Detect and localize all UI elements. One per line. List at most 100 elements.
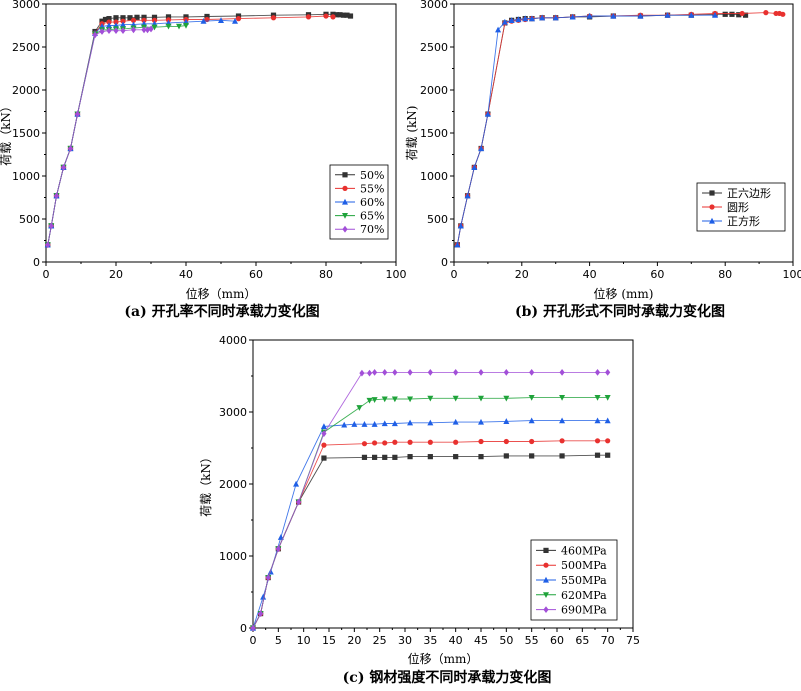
- x-tick-label: 30: [398, 634, 412, 647]
- x-axis-label: 位移（mm）: [408, 651, 479, 666]
- legend: 50%55%60%65%70%: [329, 164, 389, 240]
- figure-caption: (c) 钢材强度不同时承载力变化图: [343, 669, 552, 686]
- data-point: [427, 419, 434, 426]
- legend-label: 正方形: [727, 214, 760, 228]
- data-point: [321, 430, 327, 437]
- x-tick-label: 20: [109, 268, 123, 281]
- data-point: [372, 454, 378, 460]
- data-point: [407, 369, 413, 376]
- legend-marker: [342, 185, 348, 191]
- data-point: [427, 369, 433, 376]
- legend-label: 690MPa: [561, 604, 607, 617]
- data-point: [341, 421, 348, 428]
- x-tick-label: 25: [373, 634, 387, 647]
- legend-label: 500MPa: [561, 559, 607, 572]
- data-point: [48, 222, 54, 230]
- data-point: [351, 421, 358, 427]
- data-point: [712, 11, 719, 18]
- data-point: [381, 396, 388, 403]
- data-point: [151, 24, 158, 31]
- data-point: [120, 21, 126, 28]
- x-tick-label: 40: [179, 268, 193, 281]
- data-point: [106, 19, 112, 25]
- data-point: [457, 222, 464, 229]
- x-tick-label: 60: [550, 634, 564, 647]
- data-point: [453, 439, 459, 445]
- data-point: [74, 110, 81, 118]
- legend-label: 正六边形: [727, 187, 771, 200]
- data-point: [559, 453, 565, 459]
- data-point: [391, 396, 398, 403]
- data-point: [232, 18, 238, 24]
- legend-label: 60%: [360, 196, 384, 209]
- data-point: [250, 624, 256, 632]
- data-point: [305, 14, 312, 20]
- data-point: [407, 396, 414, 403]
- data-point: [165, 14, 172, 20]
- legend-marker: [709, 204, 715, 210]
- legend-label: 圆形: [727, 201, 749, 214]
- data-point: [501, 18, 508, 25]
- figure-caption: (a) 开孔率不同时承载力变化图: [124, 303, 319, 320]
- data-point: [235, 16, 242, 22]
- data-point: [321, 442, 327, 448]
- legend-marker: [342, 225, 348, 233]
- x-tick-label: 20: [515, 268, 529, 281]
- data-point: [528, 395, 535, 401]
- x-axis-label: 位移（mm）: [186, 286, 257, 301]
- series-4: [250, 369, 611, 632]
- data-point: [323, 13, 329, 19]
- data-point: [113, 19, 119, 25]
- data-point: [183, 22, 189, 29]
- data-point: [141, 26, 147, 34]
- data-point: [258, 610, 264, 617]
- y-tick-label: 2000: [219, 478, 247, 491]
- legend-marker: [709, 190, 715, 196]
- data-point: [151, 14, 158, 20]
- data-point: [382, 440, 388, 446]
- data-point: [372, 369, 378, 376]
- y-axis-label: 荷载 (kN): [405, 106, 419, 161]
- data-point: [127, 15, 133, 21]
- legend-label: 460MPa: [561, 544, 607, 557]
- series-2: [454, 11, 719, 248]
- series-line: [47, 25, 187, 245]
- data-point: [452, 395, 459, 402]
- data-point: [337, 12, 343, 18]
- data-point: [552, 14, 559, 21]
- legend-label: 65%: [360, 210, 384, 223]
- data-point: [427, 439, 433, 445]
- legend-box: [530, 539, 618, 621]
- data-point: [130, 17, 137, 23]
- data-point: [371, 397, 378, 403]
- y-tick-label: 1000: [219, 550, 247, 563]
- x-tick-label: 15: [322, 634, 336, 647]
- data-point: [106, 22, 112, 29]
- data-point: [478, 145, 485, 152]
- data-point: [495, 26, 502, 33]
- legend-marker: [543, 592, 549, 598]
- y-tick-label: 1500: [12, 127, 40, 140]
- x-tick-label: 60: [650, 268, 664, 281]
- series-line: [252, 371, 608, 629]
- legend-marker: [543, 562, 549, 568]
- data-point: [333, 12, 340, 18]
- data-point: [763, 10, 769, 16]
- data-point: [275, 545, 281, 553]
- y-tick-label: 1000: [420, 170, 448, 183]
- data-point: [503, 438, 509, 445]
- data-point: [366, 397, 373, 404]
- y-tick-label: 2000: [12, 84, 40, 97]
- y-tick-label: 2500: [420, 41, 448, 54]
- data-point: [218, 17, 224, 23]
- data-point: [45, 241, 51, 249]
- data-point: [739, 10, 745, 17]
- data-point: [344, 12, 350, 18]
- legend-marker: [543, 576, 549, 583]
- data-point: [144, 26, 151, 34]
- data-point: [594, 369, 601, 376]
- data-point: [270, 15, 277, 21]
- legend-marker: [342, 198, 348, 205]
- data-point: [320, 423, 327, 429]
